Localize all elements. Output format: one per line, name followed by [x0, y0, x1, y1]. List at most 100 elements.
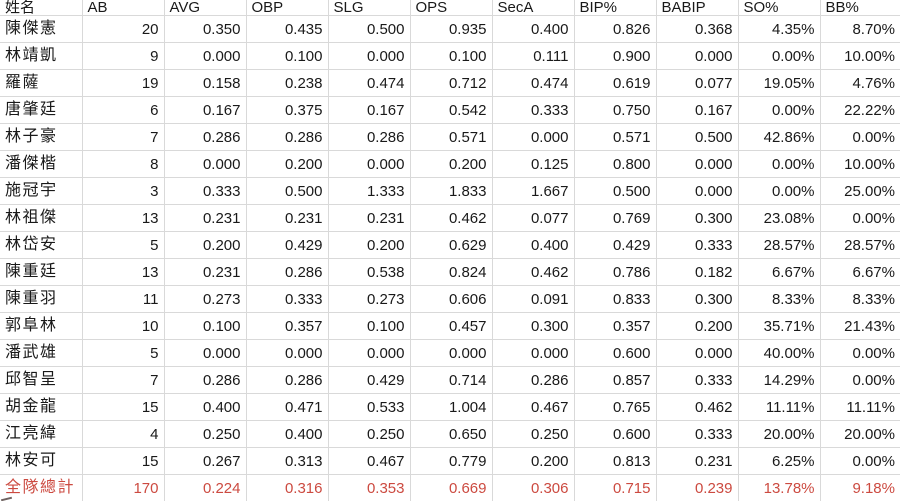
- player-name-cell[interactable]: 陳重羽: [0, 285, 83, 314]
- stat-cell[interactable]: 8.33%: [737, 285, 821, 314]
- stat-cell[interactable]: 11: [81, 285, 165, 314]
- stat-cell[interactable]: 0.000: [327, 150, 411, 179]
- stat-cell[interactable]: 1.004: [409, 393, 493, 422]
- player-name-cell[interactable]: 林子豪: [0, 123, 83, 152]
- stat-cell[interactable]: 0.474: [327, 69, 411, 98]
- stat-cell[interactable]: 0.500: [245, 177, 329, 206]
- stat-cell[interactable]: 0.231: [163, 204, 247, 233]
- player-name-cell[interactable]: 林安可: [0, 447, 83, 476]
- stat-cell[interactable]: 0.765: [573, 393, 657, 422]
- stat-cell[interactable]: 0.100: [163, 312, 247, 341]
- stat-cell[interactable]: 0.538: [327, 258, 411, 287]
- stat-cell[interactable]: 14.29%: [737, 366, 821, 395]
- player-name-cell[interactable]: 林祖傑: [0, 204, 83, 233]
- stat-cell[interactable]: 0.857: [573, 366, 657, 395]
- stat-cell[interactable]: 0.435: [245, 14, 329, 44]
- stat-cell[interactable]: 0.000: [163, 150, 247, 179]
- stat-cell[interactable]: 0.462: [409, 204, 493, 233]
- col-header-obp[interactable]: OBP: [245, 0, 329, 16]
- stat-cell[interactable]: 0.000: [409, 339, 493, 368]
- stat-cell[interactable]: 0.077: [655, 69, 739, 98]
- stat-cell[interactable]: 0.000: [491, 339, 575, 368]
- stat-cell[interactable]: 9.18%: [819, 474, 900, 501]
- player-name-cell[interactable]: 施冠宇: [0, 177, 83, 206]
- stat-cell[interactable]: 0.231: [327, 204, 411, 233]
- stat-cell[interactable]: 13: [81, 204, 165, 233]
- stat-cell[interactable]: 7: [81, 123, 165, 152]
- stat-cell[interactable]: 0.333: [655, 420, 739, 449]
- stat-cell[interactable]: 8: [81, 150, 165, 179]
- stat-cell[interactable]: 0.00%: [819, 447, 900, 476]
- stat-cell[interactable]: 170: [81, 474, 165, 501]
- stat-cell[interactable]: 0.471: [245, 393, 329, 422]
- stat-cell[interactable]: 0.286: [245, 366, 329, 395]
- stat-cell[interactable]: 0.286: [163, 366, 247, 395]
- stat-cell[interactable]: 15: [81, 447, 165, 476]
- stat-cell[interactable]: 5: [81, 231, 165, 260]
- total-label-cell[interactable]: 全隊總計: [0, 474, 83, 501]
- stat-cell[interactable]: 0.200: [327, 231, 411, 260]
- col-header-slg[interactable]: SLG: [327, 0, 411, 16]
- stat-cell[interactable]: 0.100: [327, 312, 411, 341]
- stat-cell[interactable]: 4.35%: [737, 14, 821, 44]
- player-name-cell[interactable]: 郭阜林: [0, 312, 83, 341]
- col-header-babip[interactable]: BABIP: [655, 0, 739, 16]
- stat-cell[interactable]: 0.239: [655, 474, 739, 501]
- stat-cell[interactable]: 0.000: [163, 339, 247, 368]
- stat-cell[interactable]: 0.368: [655, 14, 739, 44]
- stat-cell[interactable]: 0.333: [491, 96, 575, 125]
- stat-cell[interactable]: 0.286: [327, 123, 411, 152]
- stat-cell[interactable]: 0.231: [245, 204, 329, 233]
- stat-cell[interactable]: 0.167: [163, 96, 247, 125]
- stat-cell[interactable]: 0.273: [327, 285, 411, 314]
- stat-cell[interactable]: 0.091: [491, 285, 575, 314]
- stat-cell[interactable]: 0.306: [491, 474, 575, 501]
- stat-cell[interactable]: 0.000: [655, 42, 739, 71]
- stat-cell[interactable]: 0.935: [409, 14, 493, 44]
- stat-cell[interactable]: 3: [81, 177, 165, 206]
- stat-cell[interactable]: 0.786: [573, 258, 657, 287]
- stat-cell[interactable]: 0.467: [327, 447, 411, 476]
- stat-cell[interactable]: 0.00%: [737, 96, 821, 125]
- stat-cell[interactable]: 0.606: [409, 285, 493, 314]
- stat-cell[interactable]: 0.000: [327, 42, 411, 71]
- player-name-cell[interactable]: 潘傑楷: [0, 150, 83, 179]
- stat-cell[interactable]: 0.333: [655, 366, 739, 395]
- stat-cell[interactable]: 0.224: [163, 474, 247, 501]
- stat-cell[interactable]: 28.57%: [737, 231, 821, 260]
- stat-cell[interactable]: 0.200: [409, 150, 493, 179]
- stat-cell[interactable]: 0.712: [409, 69, 493, 98]
- stat-cell[interactable]: 0.00%: [819, 366, 900, 395]
- stat-cell[interactable]: 23.08%: [737, 204, 821, 233]
- stat-cell[interactable]: 8.70%: [819, 14, 900, 44]
- stat-cell[interactable]: 0.900: [573, 42, 657, 71]
- stat-cell[interactable]: 4: [81, 420, 165, 449]
- stat-cell[interactable]: 0.00%: [819, 123, 900, 152]
- stat-cell[interactable]: 28.57%: [819, 231, 900, 260]
- stat-cell[interactable]: 0.167: [655, 96, 739, 125]
- stat-cell[interactable]: 0.457: [409, 312, 493, 341]
- stat-cell[interactable]: 0.286: [491, 366, 575, 395]
- stat-cell[interactable]: 0.571: [573, 123, 657, 152]
- stat-cell[interactable]: 0.250: [163, 420, 247, 449]
- player-name-cell[interactable]: 陳傑憲: [0, 14, 83, 44]
- stat-cell[interactable]: 0.300: [655, 204, 739, 233]
- col-header-name[interactable]: 姓名: [0, 0, 83, 16]
- stat-cell[interactable]: 0.714: [409, 366, 493, 395]
- col-header-ops[interactable]: OPS: [409, 0, 493, 16]
- stat-cell[interactable]: 0.533: [327, 393, 411, 422]
- stat-cell[interactable]: 0.313: [245, 447, 329, 476]
- stat-cell[interactable]: 7: [81, 366, 165, 395]
- stat-cell[interactable]: 0.231: [163, 258, 247, 287]
- stat-cell[interactable]: 0.500: [655, 123, 739, 152]
- stat-cell[interactable]: 10.00%: [819, 150, 900, 179]
- stat-cell[interactable]: 0.000: [245, 339, 329, 368]
- stat-cell[interactable]: 0.125: [491, 150, 575, 179]
- stat-cell[interactable]: 0.500: [573, 177, 657, 206]
- stat-cell[interactable]: 0.715: [573, 474, 657, 501]
- stat-cell[interactable]: 19: [81, 69, 165, 98]
- col-header-bb-pct[interactable]: BB%: [819, 0, 900, 16]
- stat-cell[interactable]: 0.650: [409, 420, 493, 449]
- stat-cell[interactable]: 0.200: [655, 312, 739, 341]
- stat-cell[interactable]: 0.600: [573, 420, 657, 449]
